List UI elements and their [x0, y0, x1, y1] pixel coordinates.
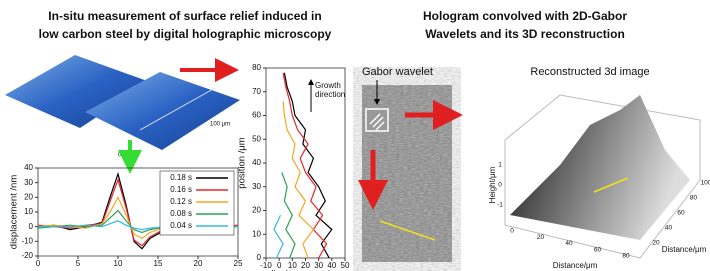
x-tick-label: 10: [114, 259, 123, 268]
left-title: In-situ measurement of surface relief in…: [48, 9, 321, 23]
series-line: [282, 173, 295, 259]
y-tick-label: 30: [252, 182, 261, 191]
axis3d-tick-label: 40: [565, 240, 573, 247]
y-tick-label: 40: [252, 158, 261, 167]
series-line: [283, 73, 327, 258]
axis3d-tick-label: 100: [701, 180, 710, 187]
series-line: [284, 73, 331, 258]
y-tick-label: 70: [252, 87, 261, 96]
y-axis-label: displacement /nm: [9, 175, 20, 250]
axis3d-tick-label: 0: [510, 228, 514, 235]
surface-3d: [510, 95, 690, 240]
legend-label: 0.04 s: [170, 221, 192, 230]
y-tick-label: 60: [252, 111, 261, 120]
legend-label: 0.08 s: [170, 209, 192, 218]
axis3d-tick-label: -1: [497, 202, 503, 209]
series-line: [274, 215, 283, 258]
series-line: [283, 101, 313, 258]
z-label: Height/μm: [488, 166, 497, 203]
y-tick-label: 20: [252, 206, 261, 215]
right-title: Hologram convolved with 2D-Gabor: [423, 9, 627, 23]
axis3d-tick-label: 1: [498, 162, 502, 169]
y-tick-label: -10: [21, 236, 33, 245]
axis3d-tick-label: 80: [690, 195, 698, 202]
axis3d-tick-label: 60: [594, 246, 602, 253]
axis3d-tick-label: 60: [677, 210, 685, 217]
legend-label: 0.16 s: [170, 185, 192, 194]
y-tick-label: 40: [24, 163, 33, 172]
legend-label: 0.18 s: [170, 173, 192, 182]
x-tick-label: 20: [194, 259, 203, 268]
axis3d-tick-label: 20: [652, 240, 660, 247]
legend-label: 0.12 s: [170, 197, 192, 206]
gabor-label: Gabor wavelet: [362, 66, 433, 78]
y-tick-label: 20: [24, 192, 33, 201]
recon-title: Reconstructed 3d image: [530, 66, 649, 78]
y-tick-label: 30: [24, 178, 33, 187]
gabor-inset: [366, 109, 388, 131]
x-label: Distance/μm: [553, 261, 598, 270]
axis3d-tick-label: 0: [498, 182, 502, 189]
left-title: low carbon steel by digital holographic …: [39, 27, 332, 41]
y-tick-label: 50: [252, 134, 261, 143]
x-tick-label: 0: [36, 259, 41, 268]
y-tick-label: 80: [252, 63, 261, 72]
y-label: Distance/μm: [662, 245, 707, 254]
surface-label: 100 μm: [210, 122, 230, 128]
right-title: Wavelets and its 3D reconstruction: [425, 27, 625, 41]
y-tick-label: 0: [29, 222, 34, 231]
axis3d-tick-label: 80: [622, 253, 630, 260]
x-tick-label: 5: [76, 259, 81, 268]
y-tick-label: 10: [24, 207, 33, 216]
x-tick-label: 25: [234, 259, 243, 268]
axis3d-tick-label: 20: [537, 234, 545, 241]
y-axis-label: position /μm: [237, 137, 248, 188]
axis3d-tick-label: 40: [665, 225, 673, 232]
x-tick-label: 15: [154, 259, 163, 268]
y-tick-label: 10: [252, 229, 261, 238]
y-tick-label: -20: [21, 251, 33, 260]
figure: In-situ measurement of surface relief in…: [0, 0, 710, 271]
page: In-situ measurement of surface relief in…: [0, 0, 710, 271]
